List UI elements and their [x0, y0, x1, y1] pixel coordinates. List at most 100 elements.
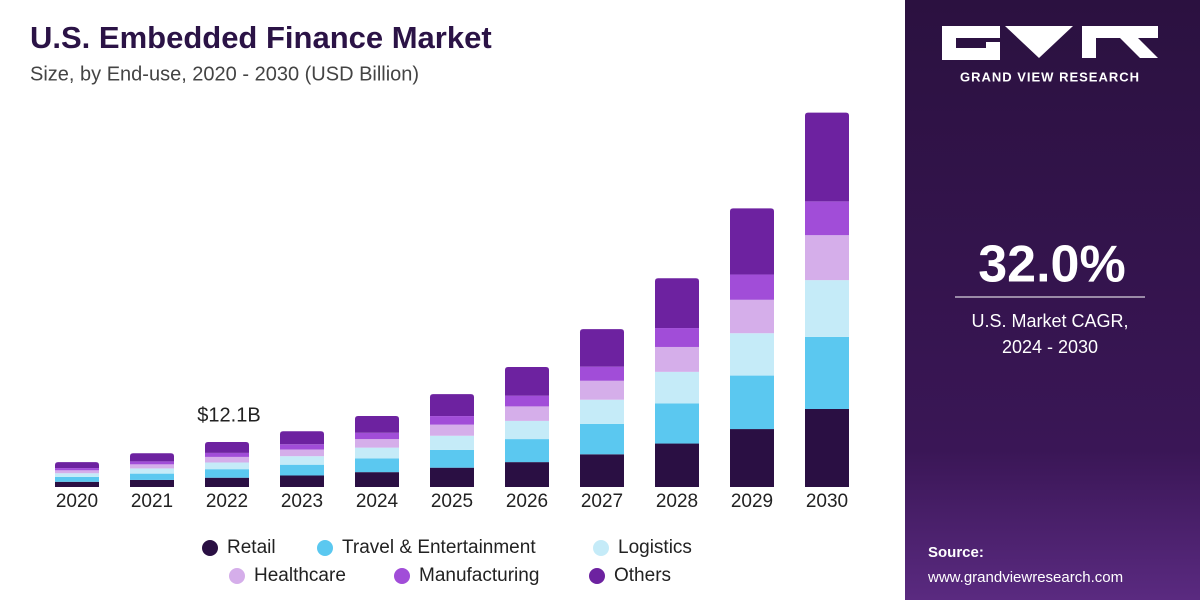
x-tick-label: 2026 [506, 491, 548, 512]
logo [942, 26, 1158, 60]
bar-segment [355, 472, 399, 487]
bar-segment [430, 467, 474, 487]
sidebar-bg [905, 0, 1200, 600]
cagr-label: U.S. Market CAGR, [971, 311, 1128, 331]
legend-label: Manufacturing [419, 565, 539, 586]
bar-segment [130, 453, 174, 462]
bar-segment [280, 444, 324, 450]
x-tick-label: 2022 [206, 491, 248, 512]
chart-subtitle: Size, by End-use, 2020 - 2030 (USD Billi… [30, 63, 419, 85]
bar-segment [205, 456, 249, 463]
bar-segment [505, 395, 549, 407]
bar-segment [655, 403, 699, 444]
legend-swatch [593, 540, 609, 556]
bar-segment [55, 481, 99, 487]
legend-swatch [589, 568, 605, 584]
source-label: Source: [928, 544, 984, 561]
bar-segment [580, 423, 624, 455]
bar-segment [280, 449, 324, 457]
source-url: www.grandviewresearch.com [927, 569, 1123, 586]
bar-segment [130, 479, 174, 487]
legend-swatch [317, 540, 333, 556]
x-tick-label: 2028 [656, 491, 698, 512]
bar-segment [655, 278, 699, 329]
legend-label: Others [614, 565, 671, 586]
bar-segment [505, 462, 549, 487]
bar-segment [730, 333, 774, 376]
bar-segment [130, 468, 174, 474]
x-tick-label: 2029 [731, 491, 773, 512]
bar-segment [730, 429, 774, 487]
bar-segment [805, 235, 849, 281]
bar-segment [430, 416, 474, 425]
legend-label: Retail [227, 537, 276, 558]
bar-segment [505, 420, 549, 440]
legend-label: Logistics [618, 537, 692, 558]
x-tick-label: 2023 [281, 491, 323, 512]
legend-swatch [394, 568, 410, 584]
bar-segment [205, 442, 249, 453]
legend-label: Healthcare [254, 565, 346, 586]
bar-segment [805, 336, 849, 409]
bar-segment [280, 431, 324, 445]
legend-swatch [229, 568, 245, 584]
bar-segment [130, 473, 174, 480]
bar-segment [355, 458, 399, 473]
brand: GRAND VIEW RESEARCH [960, 69, 1140, 84]
bar-segment [730, 274, 774, 300]
bar-segment [505, 367, 549, 396]
bar-segment [430, 424, 474, 436]
bar-segment [355, 432, 399, 440]
bar-segment [130, 464, 174, 469]
x-tick-label: 2025 [431, 491, 473, 512]
bar-segment [280, 456, 324, 465]
bar-segment [655, 443, 699, 487]
bar-segment [805, 280, 849, 337]
bar-segment [130, 461, 174, 465]
cagr-value: 32.0% [978, 236, 1125, 294]
bar-segment [55, 468, 99, 471]
bar-segment [205, 477, 249, 487]
annotation: $12.1B [197, 404, 260, 426]
legend-swatch [202, 540, 218, 556]
bar-segment [55, 476, 99, 482]
bar-segment [580, 329, 624, 367]
bar-segment [55, 470, 99, 474]
x-tick-label: 2021 [131, 491, 173, 512]
bar-segment [580, 399, 624, 424]
bar-segment [430, 435, 474, 450]
bar-segment [355, 439, 399, 448]
bar-segment [505, 439, 549, 463]
x-tick-label: 2024 [356, 491, 399, 512]
bar-segment [580, 380, 624, 400]
x-tick-label: 2020 [56, 491, 98, 512]
bar-segment [730, 375, 774, 430]
bar-segment [55, 473, 99, 477]
bar-segment [205, 462, 249, 470]
bar-segment [805, 201, 849, 236]
legend-label: Travel & Entertainment [342, 537, 536, 558]
bar-segment [580, 366, 624, 381]
bar-segment [655, 371, 699, 404]
bar-segment [730, 299, 774, 334]
bar-segment [580, 454, 624, 487]
bar-segment [355, 447, 399, 459]
bar-segment [280, 464, 324, 476]
bar-segment [430, 394, 474, 417]
bar-segment [805, 112, 849, 202]
x-tick-label: 2027 [581, 491, 623, 512]
chart-title: U.S. Embedded Finance Market [30, 20, 492, 55]
bar-segment [205, 469, 249, 478]
bar-segment [55, 462, 99, 469]
bar-segment [655, 346, 699, 372]
bar-segment [280, 475, 324, 487]
bar-segment [355, 416, 399, 433]
cagr-label: 2024 - 2030 [1002, 337, 1098, 357]
bar-segment [505, 406, 549, 421]
bar-segment [655, 328, 699, 347]
bar-segment [805, 409, 849, 487]
x-tick-label: 2030 [806, 491, 848, 512]
bar-segment [430, 449, 474, 468]
bar-segment [205, 452, 249, 457]
